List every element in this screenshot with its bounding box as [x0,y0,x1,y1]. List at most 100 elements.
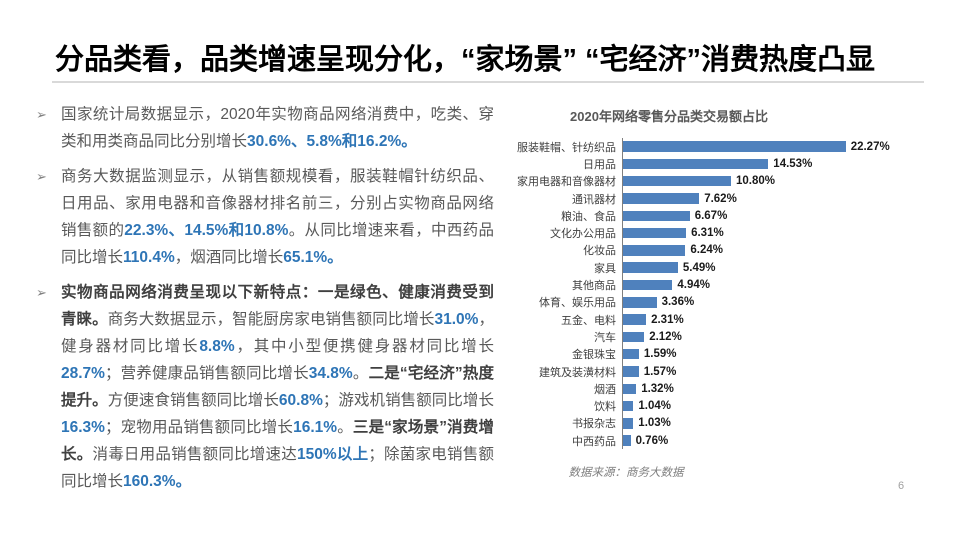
bar-category-label: 家用电器和音像器材 [517,176,616,189]
body-text: ，其中小型便携健身器材同比增长 [234,338,494,355]
bar [623,297,657,308]
chart-bar-row: 金银珠宝 1.59% [508,345,948,363]
body-text: ；营养健康品销售额同比增长 [104,365,309,382]
body-text: 方便速食销售额同比增长 [107,392,279,409]
body-text: 。 [337,419,353,436]
chart-bar-row: 汽车 2.12% [508,328,948,346]
bar [623,348,639,360]
bar-track: 4.94% [622,276,710,294]
bar-track: 6.67% [622,207,727,225]
chart-bar-row: 书报杂志 1.03% [508,414,948,433]
bullet-item-1: ➢ 国家统计局数据显示，2020年实物商品网络消费中，吃类、穿类和用类商品同比分别… [36,101,494,155]
chart-plot-area: 服装鞋帽、针纺织品 22.27% 日用品 14.53% 家用电器和音像器材 10.80% 通… [508,138,948,450]
bar [623,366,639,377]
bar-value-label: 1.57% [643,365,677,378]
stat-highlight: 34.8% [308,365,353,382]
stat-highlight: 160.3%。 [123,473,192,490]
bar [623,279,673,291]
bar-track: 14.53% [622,155,812,173]
stat-highlight: 110.4% [123,249,175,266]
chart-title: 2020年网络零售分品类交易额占比 [570,109,768,124]
chart-bar-row: 体育、娱乐用品 3.36% [508,293,948,311]
chart-bar-row: 家用电器和音像器材 10.80% [508,172,948,190]
bar-category-label: 化妆品 [583,245,616,258]
bar [623,418,634,429]
chart-bar-row: 粮油、食品 6.67% [508,207,948,225]
bar-category-label: 日用品 [583,158,616,171]
bar-value-label: 2.12% [649,330,682,343]
chart-bar-row: 其他商品 4.94% [508,276,948,294]
stat-highlight: 65.1%。 [283,249,343,266]
bar-value-label: 1.03% [638,417,671,430]
bar [623,435,631,446]
bar-value-label: 7.62% [704,192,737,205]
bar-track: 1.57% [622,362,677,381]
chart-bar-row: 文化办公用品 6.31% [508,224,948,242]
stat-highlight: 22.3%、14.5%和10.8% [124,222,289,239]
bar-track: 2.31% [622,310,684,329]
bar-track: 10.80% [622,172,775,190]
bullet-arrow-icon: ➢ [36,107,47,122]
bar-value-label: 6.31% [691,227,724,240]
bar [623,400,634,412]
chart-bar-row: 化妆品 6.24% [508,241,948,260]
bar-category-label: 汽车 [594,331,616,344]
bar-track: 1.03% [622,414,671,433]
bar [623,141,846,152]
bar-category-label: 服装鞋帽、针纺织品 [517,141,616,154]
bar-track: 6.24% [622,241,723,260]
bar [623,210,690,222]
bar [623,331,645,343]
bar-value-label: 1.59% [643,348,677,361]
chart-bar-row: 服装鞋帽、针纺织品 22.27% [508,138,948,156]
bar-category-label: 通讯器材 [572,193,616,206]
chart-bar-row: 烟酒 1.32% [508,380,948,398]
bar-value-label: 1.32% [641,382,674,395]
bar-track: 1.32% [622,380,674,398]
stat-highlight: 8.8% [199,338,235,355]
bar-track: 1.59% [622,345,677,363]
bar-track: 22.27% [622,138,890,156]
bar-category-label: 烟酒 [594,383,616,396]
bar [623,262,678,273]
chart-bar-row: 家具 5.49% [508,259,948,277]
stat-highlight: 31.0% [434,311,479,328]
bar-category-label: 家具 [594,262,616,275]
bar [623,245,686,256]
bar-track: 6.31% [622,224,724,242]
bar [623,175,731,187]
bar-category-label: 建筑及装潢材料 [539,366,616,379]
bar-category-label: 五金、电料 [561,314,616,327]
bullet-item-3: ➢ 实物商品网络消费呈现以下新特点：一是绿色、健康消费受到青睐。商务大数据显示，智… [36,279,494,495]
chart-bar-row: 日用品 14.53% [508,155,948,173]
body-text: ，健身器材同比增长 [61,311,494,355]
chart-bar-row: 五金、电料 2.31% [508,310,948,329]
bar [623,383,637,395]
bullet-text: 商务大数据监测显示，从销售额规模看，服装鞋帽针纺织品、日用品、家用电器和音像器材… [61,163,494,271]
body-text: 。 [352,365,369,382]
bar-value-label: 1.04% [638,400,671,413]
bar-value-label: 2.31% [651,313,684,326]
bar [623,158,769,170]
bar-track: 0.76% [622,432,669,450]
bullet-item-2: ➢ 商务大数据监测显示，从销售额规模看，服装鞋帽针纺织品、日用品、家用电器和音像器… [36,163,494,271]
body-text: 。从同比增速来看，中西药品同比增长 [61,222,494,266]
bullet-text: 实物商品网络消费呈现以下新特点：一是绿色、健康消费受到青睐。商务大数据显示，智能… [61,279,494,495]
bar [623,314,647,325]
bar-value-label: 0.76% [635,434,669,447]
bar-value-label: 4.94% [677,279,710,292]
bar [623,193,700,204]
body-text: 商务大数据监测显示，从销售额规模看，服装鞋帽针纺织品、日用品、家用电器和音像器材… [61,168,494,239]
body-text: 消毒日用品销售额同比增速达 [92,446,297,463]
chart-bar-row: 中西药品 0.76% [508,432,948,450]
bar-category-label: 体育、娱乐用品 [539,297,616,310]
title-underline [52,81,924,83]
bar-category-label: 粮油、食品 [561,210,616,223]
chart-bar-row: 建筑及装潢材料 1.57% [508,362,948,381]
body-text: ；游戏机销售额同比增长 [322,392,494,409]
bar-value-label: 22.27% [850,140,890,153]
stat-highlight: 60.8% [278,392,323,409]
body-text: 商务大数据显示，智能厨房家电销售额同比增长 [107,311,435,328]
page-number: 6 [898,480,905,492]
